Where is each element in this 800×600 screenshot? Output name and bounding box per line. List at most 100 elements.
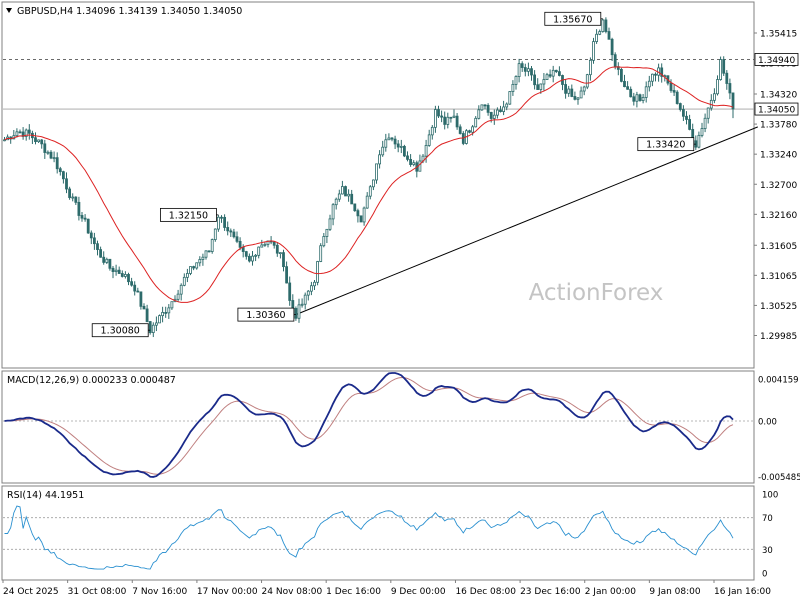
candle-body [133, 284, 137, 292]
candle-body [585, 74, 589, 88]
annotation-label: 1.30360 [246, 310, 285, 321]
candle-body [96, 243, 99, 250]
candle-body [347, 193, 351, 197]
x-tick-label: 23 Dec 16:00 [520, 587, 581, 597]
candle-body [136, 290, 140, 293]
candle-body [443, 116, 447, 125]
candle-body [154, 322, 158, 326]
candle-body [517, 63, 521, 77]
candle-body [598, 31, 602, 35]
level-price-box [754, 53, 799, 66]
x-tick-label: 24 Nov 08:00 [262, 587, 323, 597]
candle-body [204, 250, 208, 258]
candle-body [440, 115, 444, 118]
candle-body [647, 80, 651, 88]
candle-body [353, 203, 357, 212]
candle-body [471, 126, 475, 133]
candle-body [669, 82, 673, 91]
level-price-label: 1.34940 [758, 56, 795, 66]
candle-body [530, 68, 533, 76]
annotation-label: 1.35670 [553, 14, 592, 25]
candle-body [672, 90, 676, 93]
candle-body [220, 216, 223, 219]
candle-body [399, 145, 403, 148]
price-panel [1, 1, 755, 369]
x-tick-label: 9 Dec 00:00 [391, 587, 446, 597]
candle-body [675, 91, 679, 104]
candle-body [46, 151, 50, 154]
moving-average [4, 66, 734, 303]
candle-body [527, 68, 530, 72]
candle-body [356, 210, 360, 217]
annotation-box [544, 11, 602, 26]
candle-body [644, 86, 648, 98]
candle-body [232, 231, 236, 238]
candle-body [127, 274, 130, 283]
y-tick-label: 1.33780 [760, 121, 797, 131]
candle-body [638, 94, 642, 101]
candle-body [409, 158, 413, 165]
x-tick-label: 9 Jan 08:00 [649, 587, 701, 597]
x-tick-label: 7 Nov 16:00 [132, 587, 187, 597]
candle-body [207, 250, 211, 253]
candle-body [27, 129, 31, 134]
candle-body [117, 269, 121, 274]
candle-body [37, 139, 40, 143]
candle-body [523, 67, 527, 72]
candle-body [102, 256, 106, 263]
candle-body [328, 218, 332, 230]
price-levels [3, 59, 754, 110]
candle-body [505, 103, 509, 108]
candle-body [697, 134, 701, 148]
candle-body [365, 195, 369, 209]
candle-body [170, 301, 174, 309]
x-tick-label: 17 Nov 00:00 [197, 587, 258, 597]
candle-body [201, 256, 205, 260]
y-tick-label: 1.29985 [760, 332, 797, 342]
candle-body [86, 218, 90, 234]
candle-body [533, 74, 536, 86]
candle-body [430, 126, 434, 136]
candle-body [558, 71, 561, 76]
candle-body [161, 312, 165, 317]
candle-body [468, 130, 471, 133]
level-price-label: 1.34050 [758, 106, 795, 116]
candle-body [83, 217, 87, 220]
candle-body [151, 324, 155, 333]
candle-body [189, 266, 192, 274]
candle-body [251, 255, 254, 262]
y-tick-label: 1.31065 [760, 272, 797, 282]
candle-body [368, 186, 372, 197]
candle-body [362, 207, 366, 223]
candle-body [275, 244, 279, 254]
candle-body [300, 303, 304, 306]
candle-body [306, 290, 310, 296]
rsi-axis: 100 70 30 0 [762, 491, 778, 580]
candle-body [635, 94, 639, 102]
candle-body [334, 198, 338, 206]
candle-body [139, 291, 143, 307]
candle-body [111, 267, 115, 272]
dropdown-triangle-icon[interactable] [6, 8, 12, 13]
candle-body [303, 294, 307, 305]
candle-body [511, 83, 515, 92]
price-annotations: 1.35670 1.33420 1.32150 1.30360 1.30080 [91, 11, 696, 338]
candle-body [474, 117, 478, 128]
candle-body [713, 93, 716, 101]
candle-body [331, 204, 335, 220]
candle-body [632, 96, 636, 102]
candle-body [433, 109, 437, 128]
candle-body [257, 246, 261, 256]
candle-body [238, 240, 242, 248]
candle-body [489, 111, 493, 119]
candle-body [551, 69, 555, 77]
x-tick-label: 16 Jan 16:00 [714, 587, 771, 597]
watermark: ActionForex [529, 280, 664, 306]
candle-body [288, 282, 292, 301]
candle-body [384, 139, 388, 148]
candle-body [579, 90, 583, 99]
candle-body [458, 126, 462, 134]
macd-panel [1, 370, 755, 484]
candle-body [235, 236, 239, 242]
